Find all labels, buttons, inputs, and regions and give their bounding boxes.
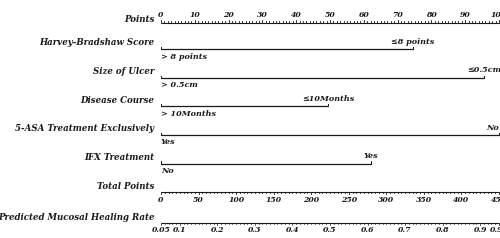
Text: Predicted Mucosal Healing Rate: Predicted Mucosal Healing Rate <box>0 213 154 222</box>
Text: 20: 20 <box>223 10 234 19</box>
Text: 0.8: 0.8 <box>436 226 450 234</box>
Text: 0.1: 0.1 <box>173 226 186 234</box>
Text: > 10Months: > 10Months <box>161 110 216 118</box>
Text: 0.05: 0.05 <box>152 226 171 234</box>
Text: 0.5: 0.5 <box>323 226 337 234</box>
Text: 60: 60 <box>358 10 369 19</box>
Text: 50: 50 <box>324 10 336 19</box>
Text: IFX Treatment: IFX Treatment <box>84 153 154 162</box>
Text: ≤10Months: ≤10Months <box>302 95 354 103</box>
Text: 100: 100 <box>491 10 500 19</box>
Text: 300: 300 <box>378 196 394 204</box>
Text: 80: 80 <box>426 10 437 19</box>
Text: 0: 0 <box>158 10 164 19</box>
Text: 0.9: 0.9 <box>474 226 487 234</box>
Text: Disease Course: Disease Course <box>80 96 154 105</box>
Text: 0.2: 0.2 <box>210 226 224 234</box>
Text: 100: 100 <box>228 196 244 204</box>
Text: 250: 250 <box>340 196 357 204</box>
Text: 40: 40 <box>291 10 302 19</box>
Text: ≤0.5cm: ≤0.5cm <box>466 66 500 74</box>
Text: Yes: Yes <box>161 138 176 146</box>
Text: Total Points: Total Points <box>97 182 154 191</box>
Text: 450: 450 <box>491 196 500 204</box>
Text: 150: 150 <box>266 196 281 204</box>
Text: ≤8 points: ≤8 points <box>391 38 434 46</box>
Text: 400: 400 <box>454 196 469 204</box>
Text: Yes: Yes <box>363 152 378 160</box>
Text: No: No <box>486 124 499 132</box>
Text: 350: 350 <box>416 196 432 204</box>
Text: 0.4: 0.4 <box>286 226 299 234</box>
Text: 0.95: 0.95 <box>490 226 500 234</box>
Text: 90: 90 <box>460 10 470 19</box>
Text: 10: 10 <box>190 10 200 19</box>
Text: 0.3: 0.3 <box>248 226 262 234</box>
Text: Harvey-Bradshaw Score: Harvey-Bradshaw Score <box>39 38 154 47</box>
Text: 50: 50 <box>193 196 204 204</box>
Text: 0.6: 0.6 <box>361 226 374 234</box>
Text: 30: 30 <box>257 10 268 19</box>
Text: 200: 200 <box>303 196 320 204</box>
Text: > 0.5cm: > 0.5cm <box>161 81 198 89</box>
Text: 0: 0 <box>158 196 164 204</box>
Text: 70: 70 <box>392 10 403 19</box>
Text: Points: Points <box>124 15 154 24</box>
Text: 0.7: 0.7 <box>398 226 412 234</box>
Text: No: No <box>161 167 174 175</box>
Text: > 8 points: > 8 points <box>161 53 207 61</box>
Text: 5-ASA Treatment Exclusively: 5-ASA Treatment Exclusively <box>15 124 154 134</box>
Text: Size of Ulcer: Size of Ulcer <box>93 67 154 76</box>
